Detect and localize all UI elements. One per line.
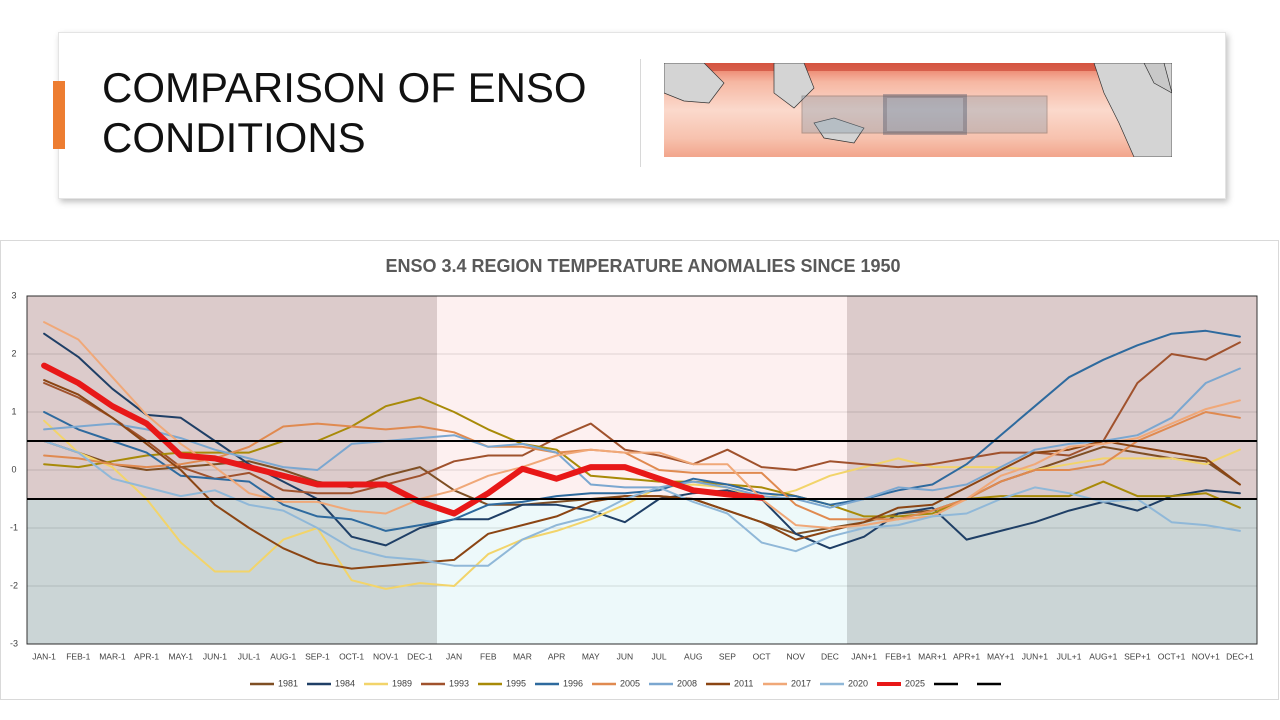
legend-label: 2011: [734, 678, 753, 688]
x-tick-label: MAR+1: [918, 651, 947, 661]
x-tick-label: APR+1: [953, 651, 980, 661]
series-line: [43, 411, 1241, 521]
x-tick-label: FEB+1: [885, 651, 911, 661]
x-tick-label: JUN: [617, 651, 634, 661]
y-tick-label: 2: [11, 348, 16, 358]
x-tick-label: MAR-1: [99, 651, 126, 661]
chart: ENSO 3.4 REGION TEMPERATURE ANOMALIES SI…: [0, 240, 1279, 700]
x-tick-label: MAY-1: [168, 651, 193, 661]
zone-upper: [437, 296, 847, 499]
series-line: [43, 367, 1241, 509]
accent-bar: [53, 81, 65, 149]
legend-label: 1995: [506, 678, 526, 688]
x-tick-label: DEC: [821, 651, 839, 661]
x-tick-label: FEB-1: [66, 651, 90, 661]
series-line: [43, 379, 1241, 570]
x-tick-label: OCT: [753, 651, 771, 661]
x-tick-label: FEB: [480, 651, 497, 661]
x-tick-label: APR: [548, 651, 565, 661]
x-tick-label: JUN+1: [1022, 651, 1048, 661]
legend-label: 2005: [620, 678, 640, 688]
x-tick-label: NOV+1: [1192, 651, 1220, 661]
enso-map: [664, 63, 1172, 157]
legend-label: 1989: [392, 678, 412, 688]
legend-label: 1984: [335, 678, 355, 688]
y-tick-label: -2: [10, 580, 18, 590]
x-tick-label: NOV: [787, 651, 806, 661]
x-tick-label: OCT-1: [339, 651, 364, 661]
series-line: [43, 440, 1241, 567]
y-tick-label: 3: [11, 290, 16, 300]
x-tick-label: JUL-1: [238, 651, 261, 661]
series-line: [43, 321, 1241, 529]
x-tick-label: MAY: [582, 651, 600, 661]
legend-label: 2025: [905, 678, 925, 688]
legend-label: 2020: [848, 678, 868, 688]
slide-title: COMPARISON OF ENSO CONDITIONS: [102, 64, 587, 161]
x-tick-label: JAN+1: [851, 651, 877, 661]
x-tick-label: MAY+1: [987, 651, 1015, 661]
x-tick-label: JUL: [652, 651, 667, 661]
zone-lower: [437, 499, 847, 644]
legend-label: 2017: [791, 678, 811, 688]
x-tick-label: AUG+1: [1089, 651, 1117, 661]
legend-label: 1993: [449, 678, 469, 688]
legend-label: 1996: [563, 678, 583, 688]
legend-label: 1981: [278, 678, 298, 688]
x-tick-label: DEC-1: [407, 651, 433, 661]
x-tick-label: SEP+1: [1124, 651, 1151, 661]
series-line: [43, 396, 1241, 518]
legend-label: 2008: [677, 678, 697, 688]
x-tick-label: JUL+1: [1057, 651, 1082, 661]
y-tick-label: 0: [11, 464, 16, 474]
x-tick-label: JUN-1: [203, 651, 227, 661]
divider: [640, 59, 641, 167]
series-line: [43, 332, 1241, 550]
plot-border: [26, 295, 1258, 645]
zone-lower: [847, 499, 1257, 644]
x-tick-label: APR-1: [134, 651, 159, 661]
y-tick-label: 1: [11, 406, 16, 416]
series-line: [41, 362, 765, 517]
x-tick-label: SEP: [719, 651, 736, 661]
x-tick-label: JAN: [446, 651, 462, 661]
x-tick-label: AUG: [684, 651, 702, 661]
zone-upper: [847, 296, 1257, 499]
x-tick-label: AUG-1: [270, 651, 296, 661]
x-tick-label: OCT+1: [1158, 651, 1186, 661]
series-line: [43, 329, 1241, 532]
x-tick-label: JAN-1: [32, 651, 56, 661]
x-tick-label: DEC+1: [1226, 651, 1254, 661]
y-tick-label: -3: [10, 638, 18, 648]
zone-upper: [27, 296, 437, 499]
chart-title: ENSO 3.4 REGION TEMPERATURE ANOMALIES SI…: [385, 256, 900, 276]
x-tick-label: SEP-1: [305, 651, 330, 661]
x-tick-label: NOV-1: [373, 651, 399, 661]
y-tick-label: -1: [10, 522, 18, 532]
x-tick-label: MAR: [513, 651, 532, 661]
header-card: COMPARISON OF ENSO CONDITIONS: [53, 32, 1226, 199]
